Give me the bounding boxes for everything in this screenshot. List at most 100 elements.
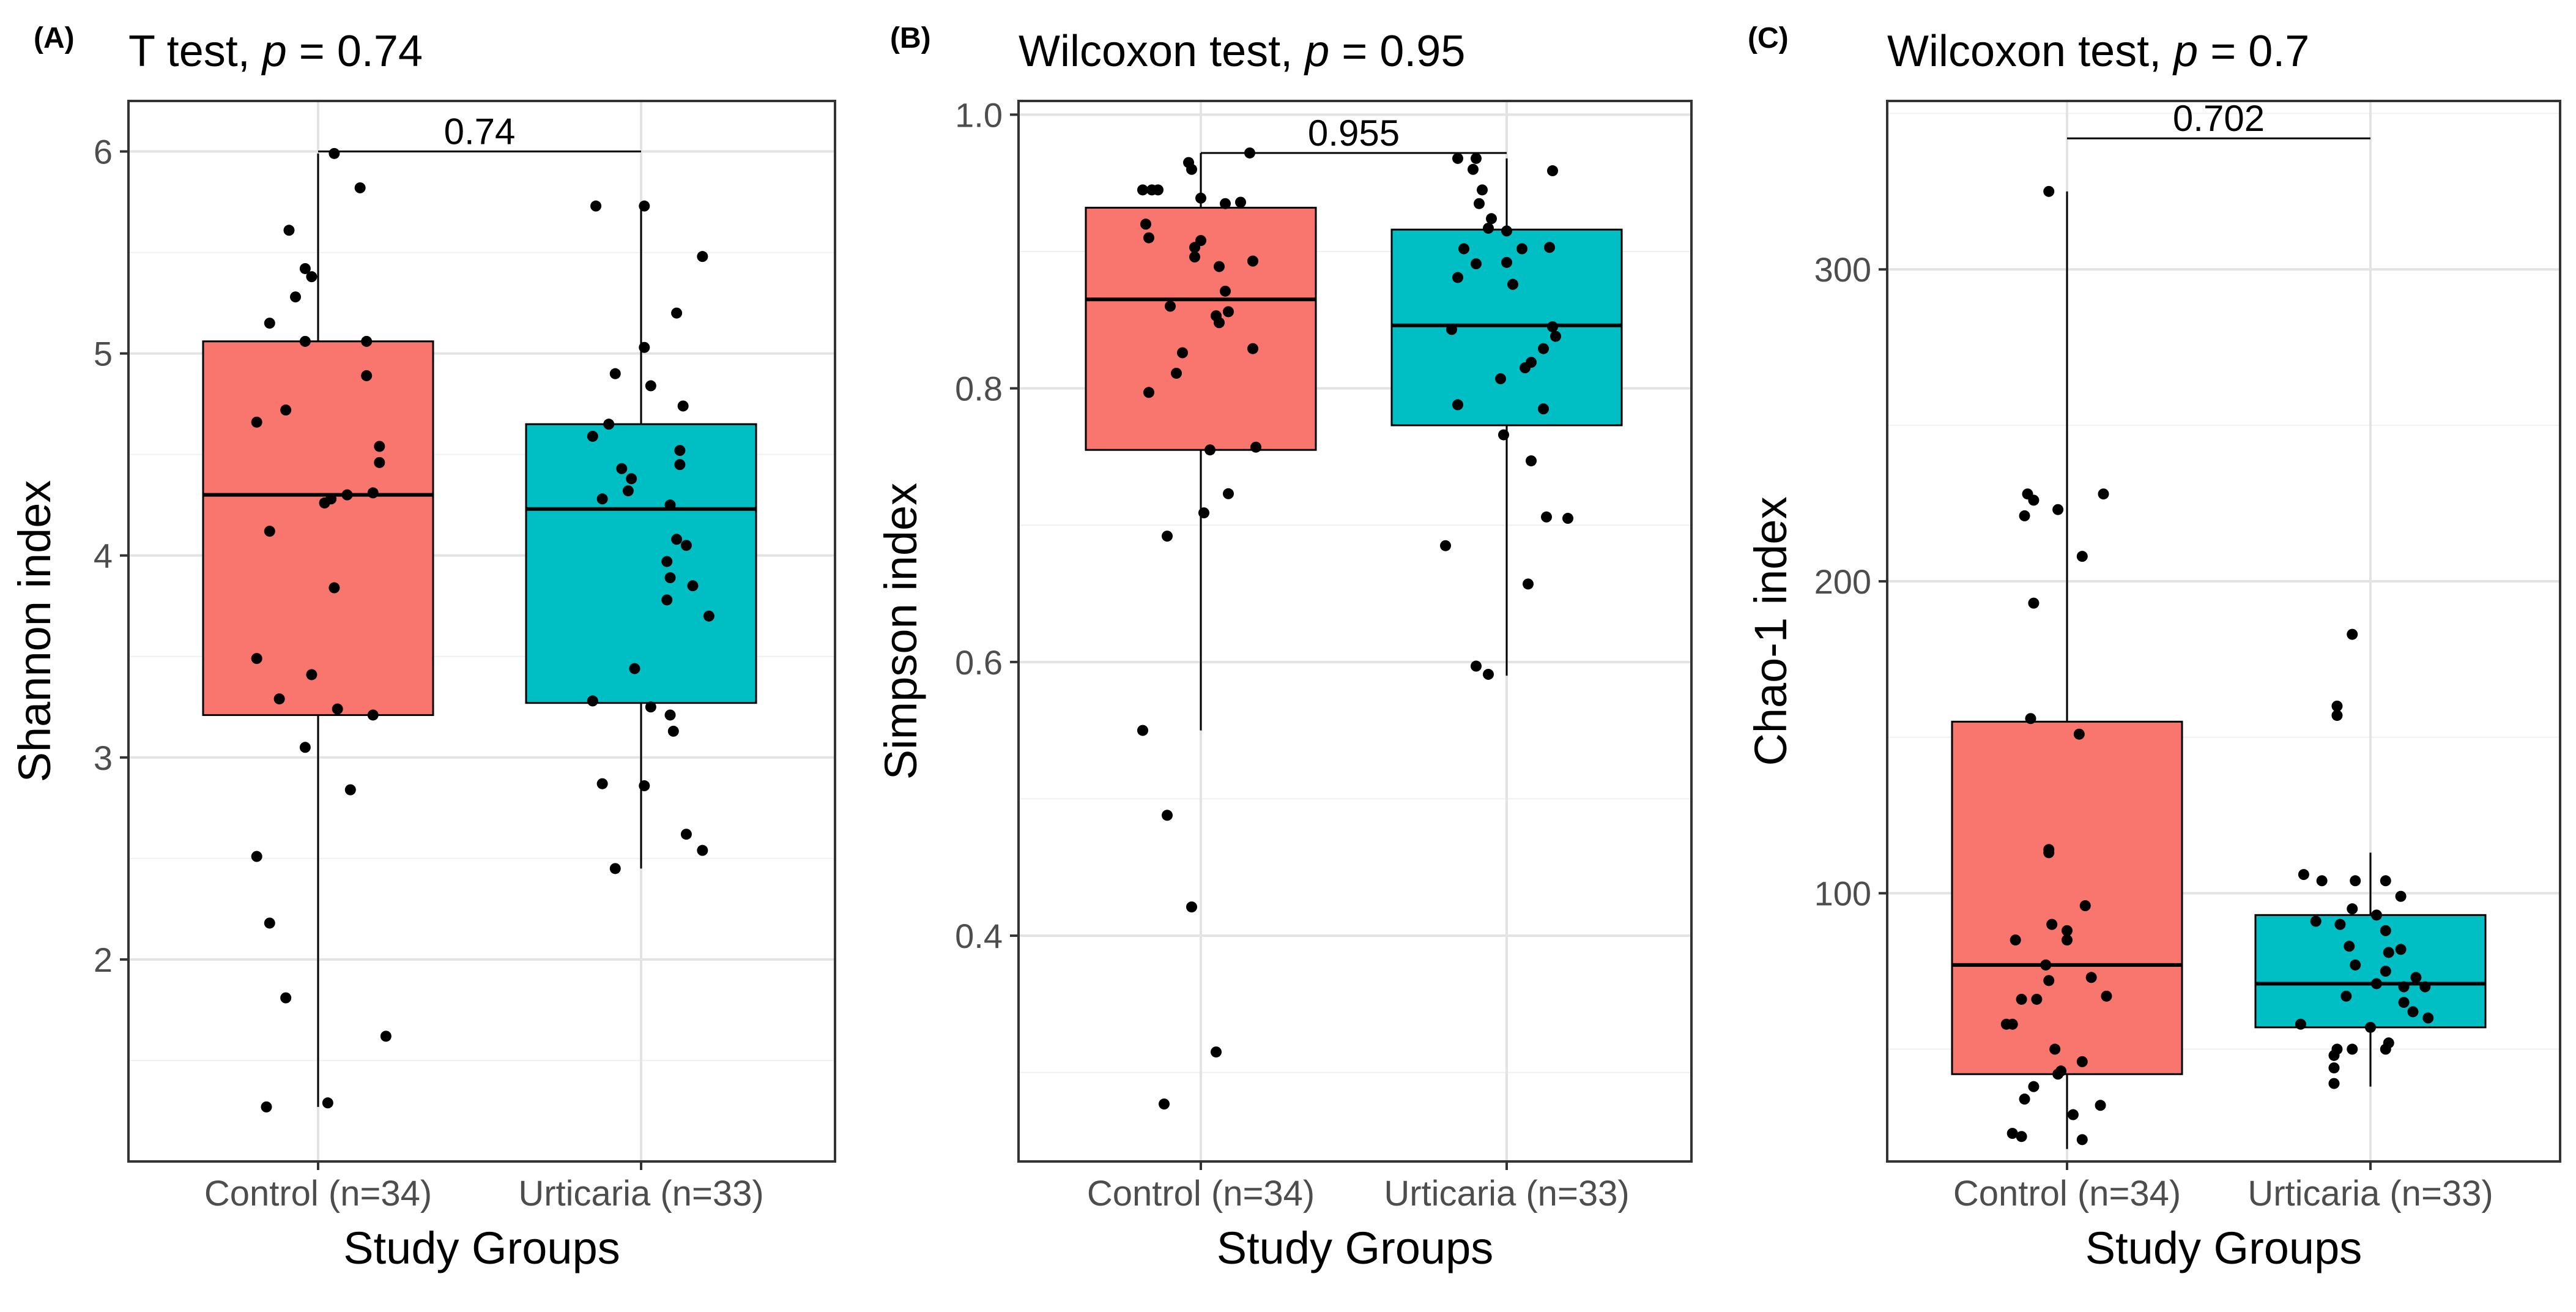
data-point: [2310, 915, 2322, 927]
data-point: [2331, 700, 2343, 712]
data-point: [2370, 909, 2382, 921]
data-point: [1471, 660, 1482, 672]
data-point: [2031, 993, 2043, 1005]
data-point: [1544, 242, 1555, 253]
data-point: [2025, 713, 2036, 725]
data-point: [590, 200, 602, 212]
data-point: [273, 693, 285, 705]
data-point: [1162, 810, 1173, 821]
data-point: [299, 742, 311, 753]
data-point: [306, 271, 317, 283]
data-point: [1159, 1098, 1170, 1110]
data-point: [1211, 1046, 1222, 1058]
data-point: [2350, 959, 2361, 971]
y-tick-label: 3: [94, 739, 113, 777]
title-prefix: T test,: [128, 27, 262, 76]
data-point: [367, 709, 379, 721]
data-point: [1516, 243, 1527, 255]
data-point: [1137, 725, 1148, 736]
panel-border: [1017, 100, 1693, 1163]
data-point: [1498, 429, 1509, 441]
data-point: [1440, 540, 1451, 551]
data-point: [1458, 243, 1469, 255]
data-point: [2043, 975, 2055, 986]
data-point: [2298, 869, 2309, 881]
data-point: [671, 307, 683, 319]
y-tick-label: 1.0: [955, 95, 1003, 134]
data-point: [2052, 504, 2064, 515]
x-tick-label: Urticaria (n=33): [1384, 1174, 1629, 1213]
data-point: [667, 725, 679, 737]
title-suffix: = 0.95: [1329, 27, 1465, 76]
data-point: [1501, 256, 1512, 268]
data-point: [596, 778, 608, 789]
data-point: [1452, 152, 1463, 164]
data-point: [2328, 1062, 2340, 1074]
data-point: [680, 540, 692, 551]
data-point: [1140, 218, 1151, 230]
data-point: [251, 653, 262, 665]
data-point: [1471, 258, 1482, 270]
x-tick-label: Control (n=34): [1087, 1174, 1315, 1213]
panel-c: (C) Wilcoxon test, p = 0.7 0.702 100 200 300 C…: [1745, 22, 2561, 1273]
data-point: [587, 695, 598, 707]
data-point: [2079, 900, 2091, 912]
data-point: [1501, 225, 1512, 237]
title-prefix: Wilcoxon test,: [1019, 27, 1305, 76]
data-point: [2334, 919, 2346, 930]
data-point: [2049, 1043, 2061, 1055]
y-axis-title: Simpson index: [875, 483, 926, 780]
data-point: [639, 780, 650, 792]
panel-label: (C): [1748, 22, 1789, 54]
data-point: [2052, 1068, 2064, 1080]
data-point: [1247, 255, 1258, 267]
data-point: [1198, 507, 1209, 519]
x-axis-title: Study Groups: [343, 1223, 620, 1273]
data-point: [280, 992, 292, 1004]
data-point: [251, 851, 262, 862]
data-point: [299, 335, 311, 347]
data-point: [2328, 1078, 2340, 1089]
box-urticaria: [2254, 914, 2487, 1029]
title-p: p: [2172, 27, 2198, 76]
x-tick-label: Urticaria (n=33): [2248, 1174, 2493, 1213]
box-control: [202, 340, 434, 716]
data-point: [374, 441, 385, 452]
title-suffix: = 0.74: [287, 27, 423, 76]
comparison-label: 0.955: [1308, 113, 1400, 154]
data-point: [299, 263, 311, 274]
data-point: [703, 610, 715, 622]
data-point: [1550, 330, 1561, 342]
data-point: [2040, 959, 2052, 971]
data-point: [341, 489, 353, 501]
data-point: [306, 669, 317, 680]
data-point: [2098, 488, 2109, 500]
data-point: [1538, 403, 1549, 415]
data-point: [2347, 903, 2358, 915]
data-point: [626, 473, 637, 485]
data-point: [1177, 347, 1188, 359]
panel-a: (A) T test, p = 0.74 0.74 2 3 4 5 6 Control (n=3…: [9, 22, 836, 1273]
data-point: [1471, 152, 1482, 164]
data-point: [645, 701, 656, 713]
data-point: [1474, 198, 1485, 209]
data-point: [1520, 362, 1531, 374]
data-point: [1452, 399, 1463, 411]
data-point: [1189, 242, 1200, 253]
data-point: [280, 404, 292, 416]
panel-title: Wilcoxon test, p = 0.7: [1887, 27, 2309, 76]
y-tick-label: 5: [94, 335, 113, 373]
data-point: [2067, 1109, 2079, 1120]
panel-label: (A): [34, 22, 75, 54]
data-point: [2085, 972, 2097, 983]
data-point: [2073, 728, 2085, 740]
title-p: p: [261, 27, 287, 76]
data-point: [687, 580, 699, 592]
data-point: [622, 485, 634, 497]
data-point: [1547, 165, 1558, 177]
title-suffix: = 0.7: [2198, 27, 2309, 76]
data-point: [2331, 710, 2343, 721]
data-point: [671, 534, 683, 545]
data-point: [1523, 578, 1534, 590]
data-point: [2350, 875, 2361, 887]
